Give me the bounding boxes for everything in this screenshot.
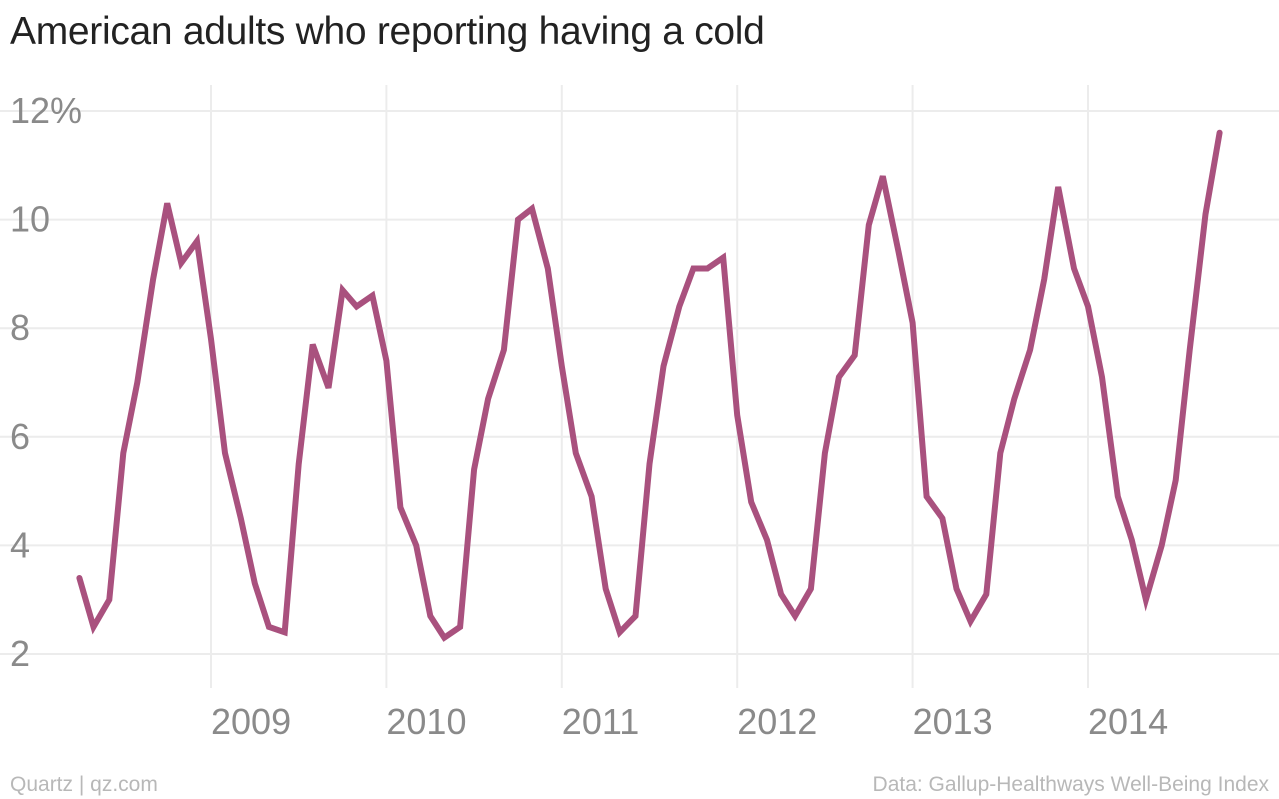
y-tick-label: 4 <box>10 524 30 565</box>
y-tick-label: 2 <box>10 633 30 674</box>
x-tick-label: 2009 <box>211 701 291 742</box>
series-layer <box>76 129 1223 642</box>
source-text: Data: Gallup-Healthways Well-Being Index <box>872 773 1269 796</box>
x-tick-label: 2011 <box>562 701 639 742</box>
series-line <box>76 129 1223 642</box>
y-tick-labels: 2 4 6 8 10 12% <box>10 90 82 674</box>
x-tick-label: 2014 <box>1088 701 1168 742</box>
y-tick-label: 10 <box>10 199 50 240</box>
chart-title: American adults who reporting having a c… <box>10 10 765 53</box>
x-tick-label: 2012 <box>737 701 817 742</box>
x-gridlines <box>210 85 1089 688</box>
x-tick-labels: 2009 2010 2011 2012 2013 2014 <box>211 701 1168 742</box>
x-tick-label: 2010 <box>386 701 466 742</box>
y-tick-label: 6 <box>10 416 30 457</box>
y-tick-label: 8 <box>10 307 30 348</box>
x-tick-label: 2013 <box>913 701 993 742</box>
credit-text: Quartz | qz.com <box>10 773 158 796</box>
y-tick-label: 12% <box>10 90 82 131</box>
